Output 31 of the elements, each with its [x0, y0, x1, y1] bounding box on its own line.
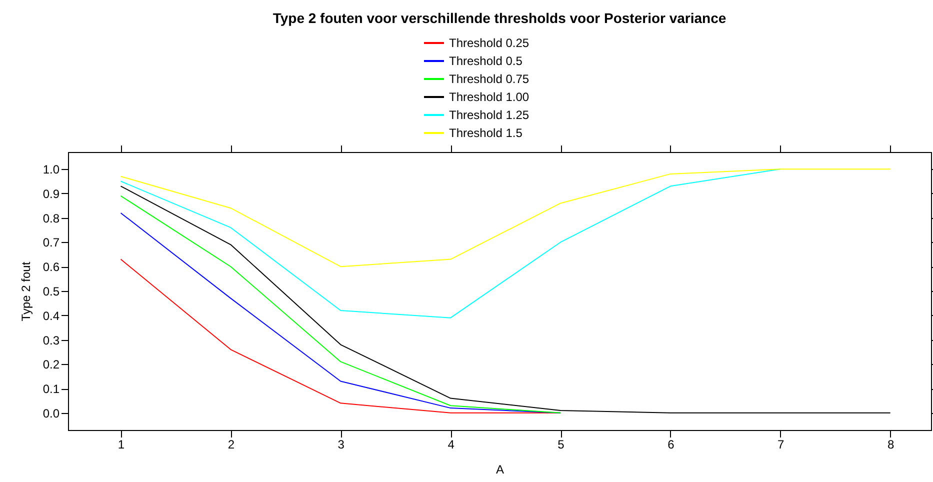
y-tick-label: 0.3 — [42, 333, 60, 348]
x-tick-label: 5 — [558, 438, 565, 452]
y-tick-label: 0.6 — [42, 260, 60, 274]
y-tick-label: 0.2 — [42, 358, 60, 372]
x-tick-label: 2 — [228, 438, 235, 452]
legend-label: Threshold 1.25 — [449, 108, 530, 122]
legend-label: Threshold 1.5 — [449, 126, 523, 140]
x-axis-title: A — [496, 462, 504, 476]
y-tick-label: 0.8 — [42, 211, 60, 226]
chart-title: Type 2 fouten voor verschillende thresholds voor Posterior variance — [272, 10, 726, 26]
legend-label: Threshold 0.25 — [449, 36, 530, 50]
y-tick-label: 0.7 — [42, 236, 60, 250]
y-tick-label: 0.1 — [42, 382, 60, 396]
y-tick-label: 0.5 — [42, 284, 60, 298]
line-series — [120, 168, 781, 318]
y-tick-label: 1.0 — [42, 162, 60, 177]
line-series — [120, 168, 891, 268]
legend-label: Threshold 1.00 — [449, 90, 530, 104]
x-tick-label: 6 — [668, 438, 675, 452]
legend-label: Threshold 0.5 — [449, 54, 523, 68]
legend-label: Threshold 0.75 — [449, 72, 530, 86]
y-tick-label: 0.9 — [42, 186, 60, 201]
x-tick-label: 7 — [778, 438, 785, 452]
x-tick-label: 3 — [338, 438, 345, 452]
x-tick-label: 4 — [448, 438, 455, 452]
x-tick-label: 1 — [118, 438, 125, 452]
x-tick-label: 8 — [887, 438, 894, 452]
y-tick-label: 0.4 — [42, 308, 60, 323]
line-series — [120, 186, 891, 414]
y-tick-label: 0.0 — [42, 406, 60, 420]
y-axis-title: Type 2 fout — [18, 261, 33, 322]
